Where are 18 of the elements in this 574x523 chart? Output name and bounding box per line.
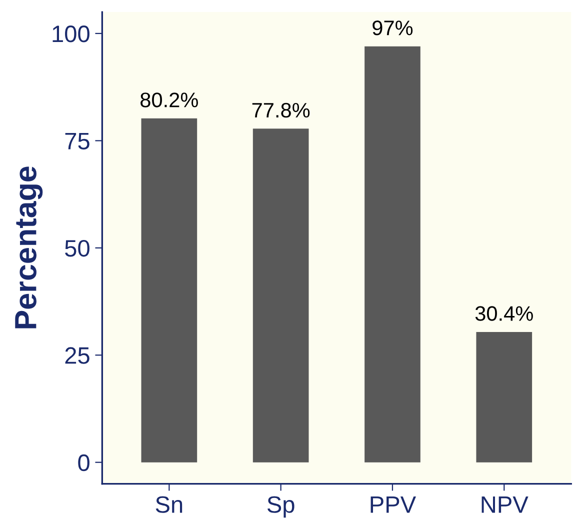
bar	[141, 118, 198, 462]
x-tick-label: NPV	[482, 496, 528, 513]
x-tick-label: Sn	[156, 496, 182, 513]
y-tick-label: 25	[65, 347, 90, 364]
y-tick-label: 0	[78, 454, 90, 472]
bar	[364, 46, 420, 462]
x-tick-label: Sp	[267, 496, 294, 518]
y-tick-label: 100	[52, 26, 90, 42]
bar	[252, 128, 309, 462]
y-axis-title: Percentage	[15, 166, 43, 328]
bar	[476, 332, 532, 462]
data-label: 30.4%	[475, 306, 533, 321]
y-tick-label: 50	[65, 240, 90, 257]
data-label: 97%	[372, 20, 413, 36]
x-tick-label: PPV	[370, 496, 416, 513]
data-label: 80.2%	[140, 92, 198, 108]
data-label: 77.8%	[252, 102, 310, 118]
y-tick-label: 75	[65, 133, 90, 150]
